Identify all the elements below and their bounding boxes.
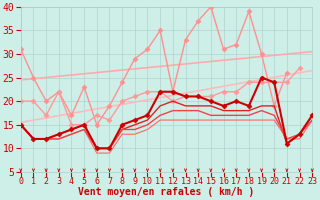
X-axis label: Vent moyen/en rafales ( km/h ): Vent moyen/en rafales ( km/h ) xyxy=(78,187,255,197)
